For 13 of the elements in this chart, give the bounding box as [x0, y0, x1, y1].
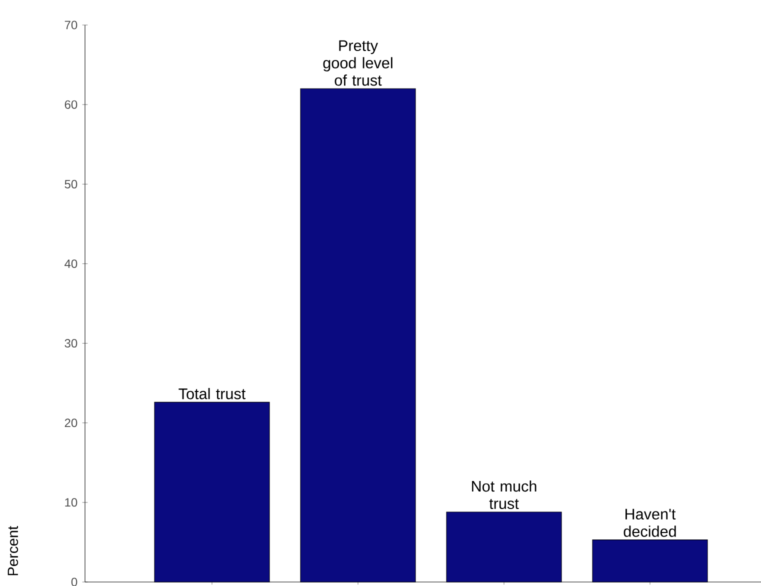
y-axis-title: Percent [8, 526, 18, 576]
x-tick-label: Not much trust [472, 480, 536, 510]
y-tick-label: 10 [65, 498, 78, 507]
x-tick-label: Haven't decided [624, 508, 676, 537]
x-tick-label: Total trust [178, 388, 246, 400]
y-tick-label: 0 [71, 578, 78, 586]
y-tick-label: 50 [64, 180, 78, 188]
y-tick-label: 30 [64, 339, 78, 348]
y-tick-label: 20 [64, 418, 78, 428]
x-tick-label: Pretty good level of trust [323, 40, 392, 86]
y-tick-label: 40 [64, 259, 78, 268]
y-tick-label: 60 [64, 100, 78, 109]
y-tick-label: 70 [64, 20, 78, 30]
